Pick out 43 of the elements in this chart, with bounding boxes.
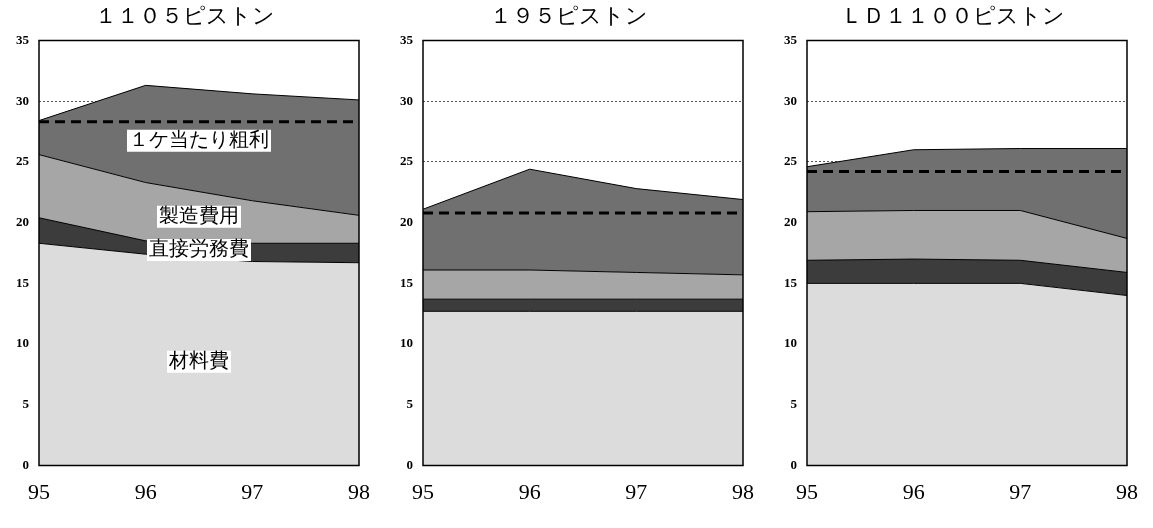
y-tick-label: 10 [400, 335, 413, 351]
x-tick-label: 98 [1116, 478, 1138, 504]
x-tick-label: 95 [28, 478, 50, 504]
x-tick-label: 95 [796, 478, 818, 504]
x-tick-label: 96 [902, 478, 925, 504]
y-tick-label: 15 [400, 274, 414, 290]
x-tick-label: 98 [348, 478, 370, 504]
y-tick-label: 25 [784, 153, 798, 169]
x-tick-label: 95 [412, 478, 434, 504]
series-label: 材料費 [168, 348, 229, 371]
x-tick-label: 97 [241, 478, 264, 504]
y-tick-label: 15 [784, 274, 798, 290]
y-tick-label: 35 [784, 31, 798, 47]
y-tick-label: 30 [400, 92, 413, 108]
y-tick-label: 20 [784, 213, 797, 229]
x-tick-label: 96 [518, 478, 541, 504]
y-tick-label: 30 [784, 92, 797, 108]
series-label: 直接労務費 [149, 237, 249, 260]
x-tick-label: 97 [625, 478, 648, 504]
y-tick-label: 30 [16, 92, 29, 108]
y-tick-label: 0 [406, 456, 413, 472]
y-tick-label: 10 [784, 335, 797, 351]
y-tick-label: 10 [16, 335, 29, 351]
x-tick-label: 98 [732, 478, 754, 504]
chart-title: ＬＤ１１００ピストン [841, 2, 1065, 28]
y-tick-label: 35 [400, 31, 414, 47]
y-tick-label: 25 [16, 153, 30, 169]
chart-title: １１０５ピストン [95, 2, 275, 28]
y-tick-label: 0 [790, 456, 797, 472]
y-tick-label: 5 [790, 396, 798, 412]
series-label: 製造費用 [159, 204, 239, 227]
y-tick-label: 20 [400, 213, 413, 229]
x-tick-label: 97 [1009, 478, 1032, 504]
chart-title: １９５ピストン [490, 2, 648, 28]
y-tick-label: 15 [16, 274, 30, 290]
y-tick-label: 0 [22, 456, 29, 472]
x-tick-label: 96 [134, 478, 157, 504]
y-tick-label: 25 [400, 153, 414, 169]
y-tick-label: 5 [22, 396, 30, 412]
y-tick-label: 5 [406, 396, 414, 412]
y-tick-label: 20 [16, 213, 29, 229]
y-tick-label: 35 [16, 31, 30, 47]
series-label: １ケ当たり粗利 [129, 127, 269, 150]
